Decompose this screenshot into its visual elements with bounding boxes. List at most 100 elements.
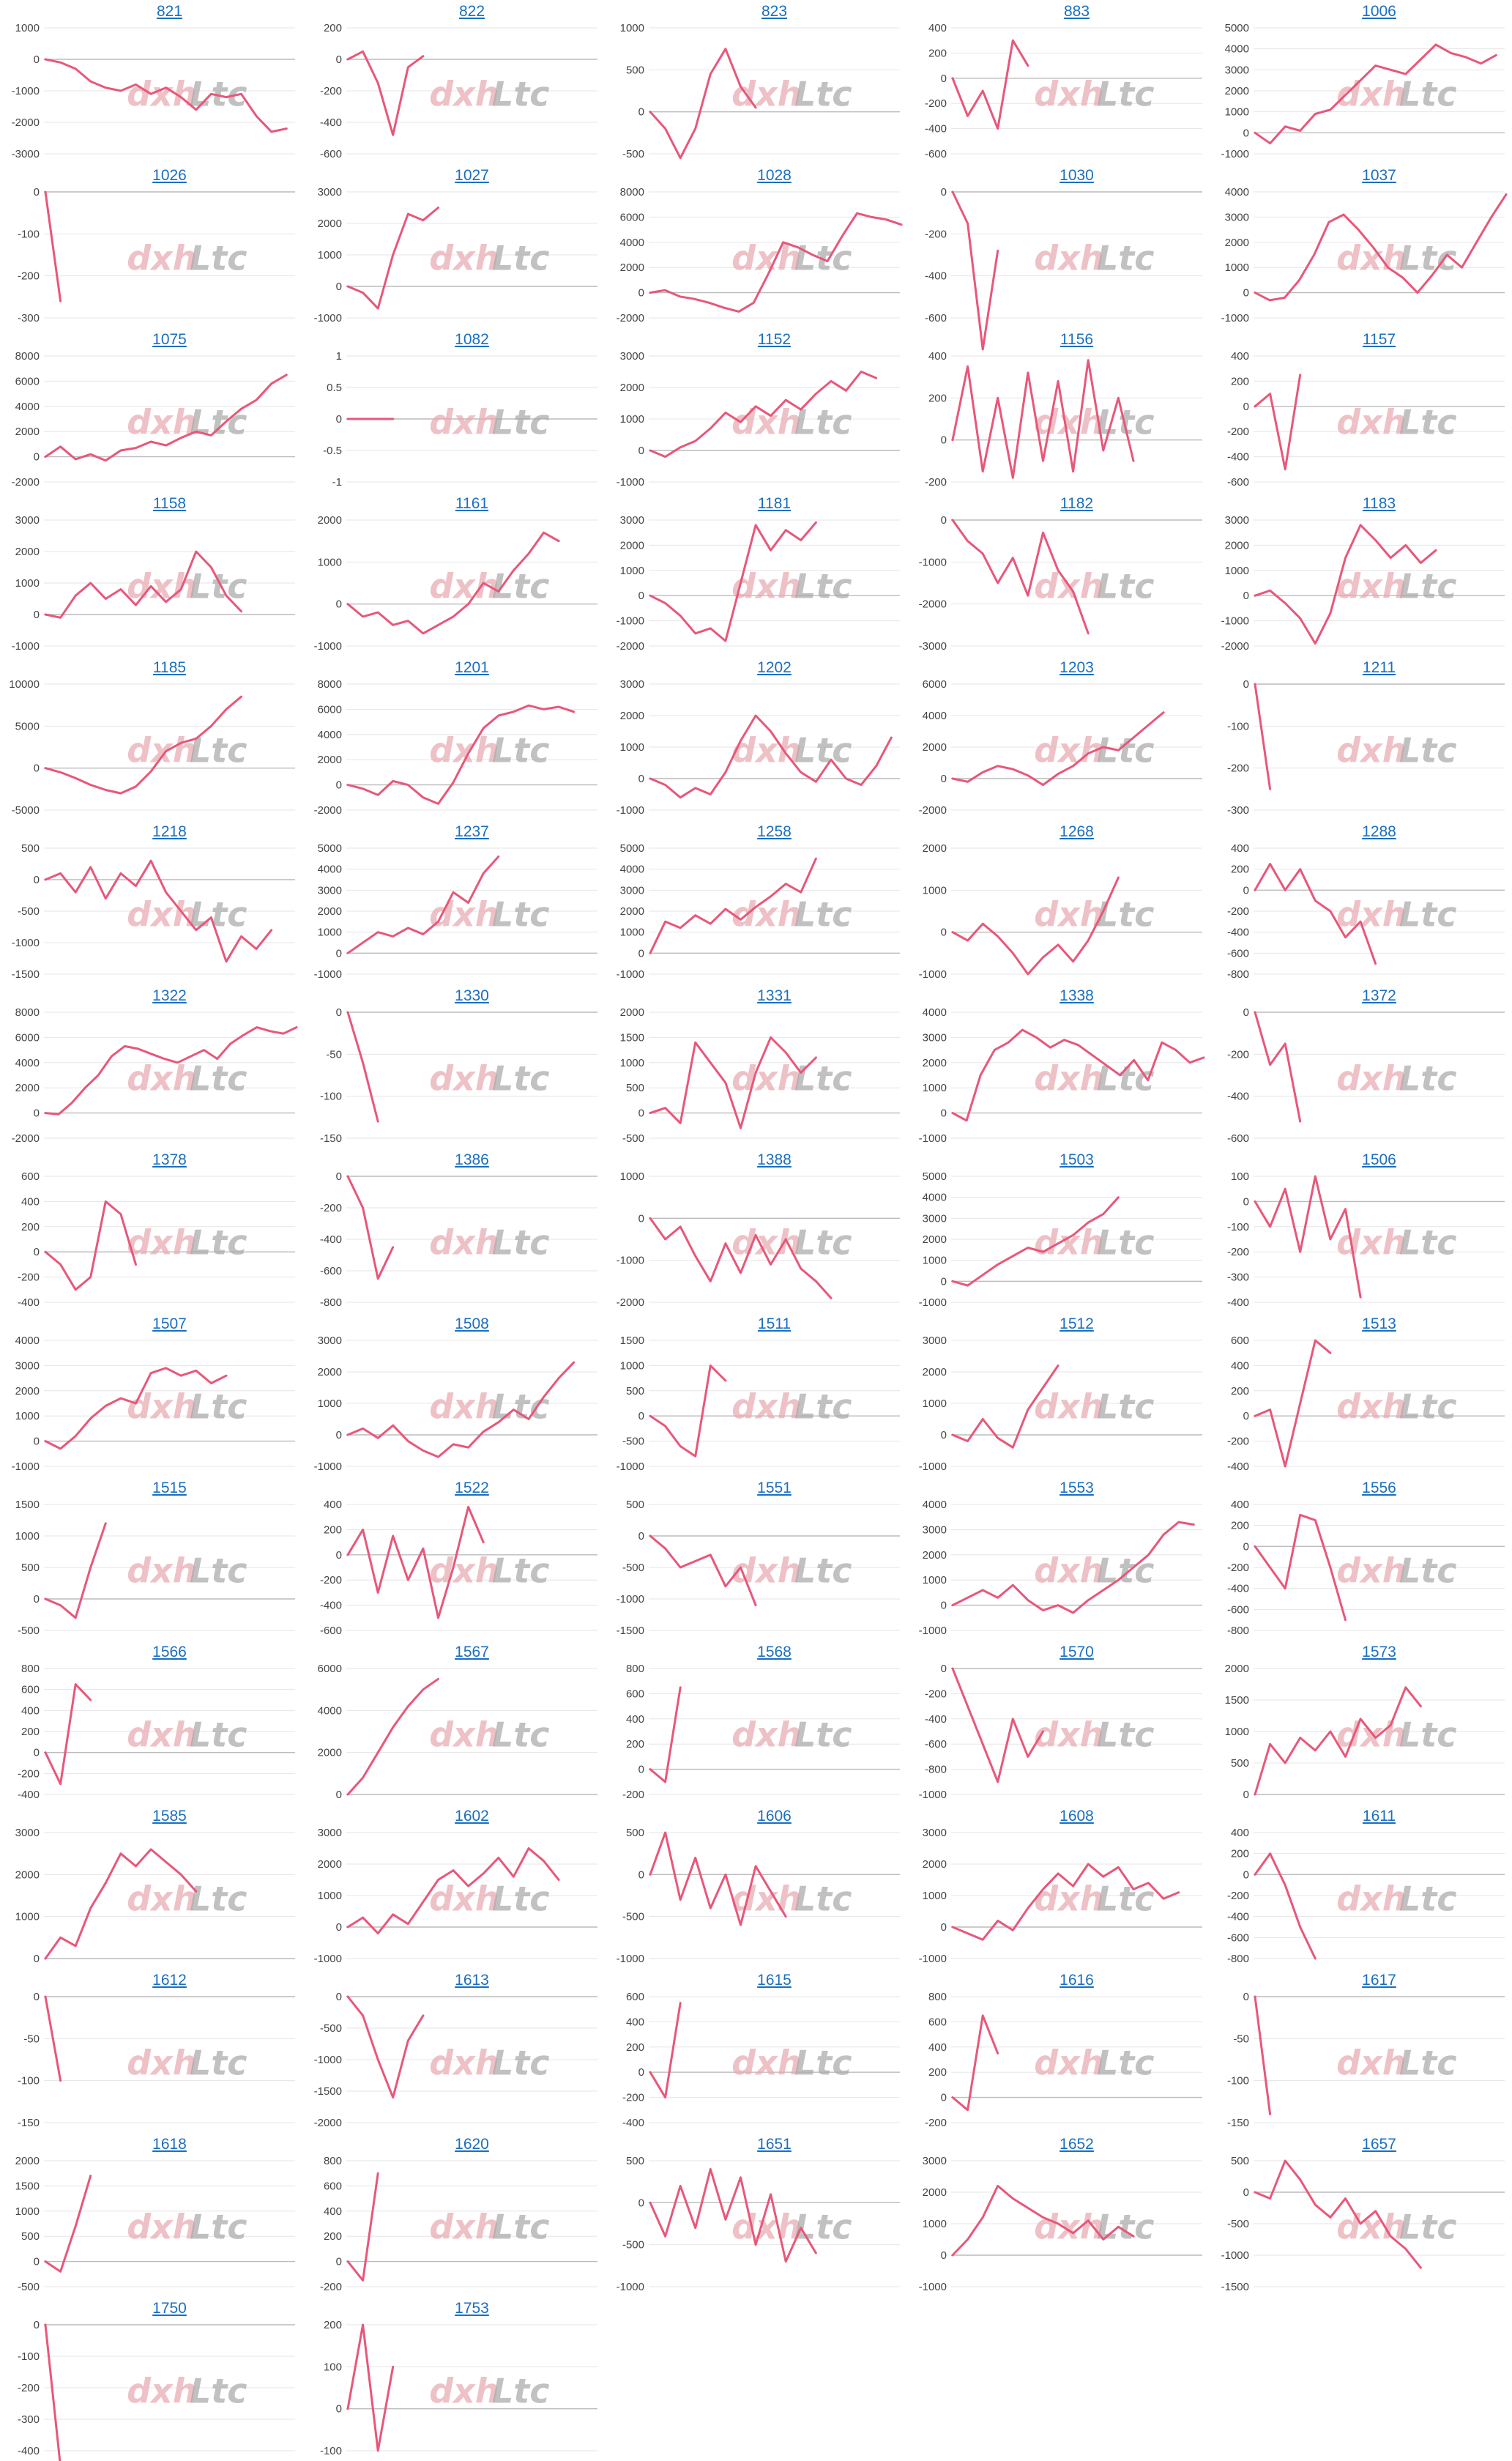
series-line	[44, 1848, 198, 1960]
y-tick-label: 100	[324, 2361, 342, 2373]
chart-title-link[interactable]: 1602	[455, 1808, 489, 1825]
chart-title-link[interactable]: 1203	[1059, 659, 1094, 676]
watermark-logo-part2: Ltc	[794, 731, 852, 771]
chart-cell: 3000 2000 1000 0 -1000 dxh Ltc 1608	[907, 1805, 1210, 1969]
y-tick-label: 2000	[318, 905, 342, 918]
chart-title-link[interactable]: 1567	[455, 1644, 489, 1660]
chart-title-link[interactable]: 1082	[455, 331, 489, 348]
chart-title-link[interactable]: 1651	[757, 2136, 792, 2153]
y-tick-label: 0	[941, 1429, 947, 1441]
chart-title-link[interactable]: 1556	[1362, 1480, 1396, 1496]
y-tick-label: 0	[1243, 678, 1249, 691]
chart-title-link[interactable]: 1181	[757, 495, 792, 512]
chart-title-link[interactable]: 1618	[152, 2136, 187, 2153]
chart-title-link[interactable]: 1615	[757, 1972, 792, 1989]
chart-title-link[interactable]: 1026	[152, 167, 187, 184]
chart-title-link[interactable]: 1322	[152, 987, 187, 1004]
chart-cell: 1000 0 -1000 -2000 -3000 dxh Ltc 821	[0, 0, 302, 164]
chart-title-link[interactable]: 1513	[1362, 1315, 1396, 1332]
chart-title-link[interactable]: 1185	[152, 659, 187, 676]
chart-title-link[interactable]: 1211	[1362, 659, 1396, 676]
chart-title-link[interactable]: 1617	[1362, 1972, 1396, 1989]
watermark-logo-part1: dxh	[429, 1059, 499, 1099]
series-line	[346, 1505, 485, 1619]
chart-title-link[interactable]: 1030	[1059, 167, 1094, 184]
chart-title-link[interactable]: 1182	[1059, 495, 1094, 512]
y-tick-label: -400	[320, 1233, 342, 1246]
chart-title-link[interactable]: 1553	[1059, 1480, 1094, 1496]
chart-title-link[interactable]: 1616	[1059, 1972, 1094, 1989]
chart-cell: 4000 3000 2000 1000 0 -1000 dxh Ltc 1037	[1210, 164, 1512, 328]
y-tick-label: 0	[941, 1107, 947, 1120]
chart-title-link[interactable]: 1608	[1059, 1808, 1094, 1825]
chart-title-link[interactable]: 1157	[1362, 331, 1396, 348]
series-line	[951, 39, 1029, 130]
chart-title-link[interactable]: 1620	[455, 2136, 489, 2153]
chart-title-link[interactable]: 1511	[757, 1315, 792, 1332]
chart-title-link[interactable]: 1075	[152, 331, 187, 348]
chart-title-link[interactable]: 1006	[1362, 3, 1396, 20]
chart-title-link[interactable]: 1566	[152, 1644, 187, 1660]
chart-title-link[interactable]: 1152	[757, 331, 792, 348]
chart-cell: 400 200 0 -200 dxh Ltc 1156	[907, 328, 1210, 492]
chart-title-link[interactable]: 1158	[152, 495, 187, 512]
chart-title-link[interactable]: 1612	[152, 1972, 187, 1989]
chart-title-link[interactable]: 1258	[757, 823, 792, 840]
chart-title-link[interactable]: 1753	[455, 2300, 489, 2317]
chart-title-link[interactable]: 1750	[152, 2300, 187, 2317]
chart-title-link[interactable]: 1330	[455, 987, 489, 1004]
chart-title-link[interactable]: 821	[156, 3, 183, 20]
chart-title-link[interactable]: 1512	[1059, 1315, 1094, 1332]
chart-title-link[interactable]: 1506	[1362, 1151, 1396, 1168]
chart-title-link[interactable]: 1037	[1362, 167, 1396, 184]
y-tick-label: -600	[925, 1738, 947, 1751]
chart-title-link[interactable]: 1338	[1059, 987, 1094, 1004]
series-line	[1254, 1686, 1422, 1796]
y-tick-label: -1000	[12, 85, 40, 97]
chart-title-link[interactable]: 1218	[152, 823, 187, 840]
chart-title-link[interactable]: 1161	[455, 495, 489, 512]
series-line	[1254, 1011, 1302, 1123]
chart-title-link[interactable]: 1507	[152, 1315, 187, 1332]
chart-title-link[interactable]: 1237	[455, 823, 489, 840]
chart-title-link[interactable]: 1570	[1059, 1644, 1094, 1660]
chart-title-link[interactable]: 1657	[1362, 2136, 1396, 2153]
chart-title-link[interactable]: 1551	[757, 1480, 792, 1496]
chart-title-link[interactable]: 1613	[455, 1972, 489, 1989]
chart-title-link[interactable]: 1568	[757, 1644, 792, 1660]
chart-title-link[interactable]: 1331	[757, 987, 792, 1004]
chart-title-link[interactable]: 1268	[1059, 823, 1094, 840]
chart-title-link[interactable]: 1611	[1362, 1808, 1396, 1825]
chart-title-link[interactable]: 1652	[1059, 2136, 1094, 2153]
chart-title-link[interactable]: 1372	[1362, 987, 1396, 1004]
chart-title-link[interactable]: 1156	[1059, 331, 1094, 348]
chart-title-link[interactable]: 1027	[455, 167, 489, 184]
chart-title-link[interactable]: 1202	[757, 659, 792, 676]
chart-title-link[interactable]: 1378	[152, 1151, 187, 1168]
y-tick-label: -400	[622, 2117, 644, 2129]
chart-title-link[interactable]: 1288	[1362, 823, 1396, 840]
watermark-logo-part1: dxh	[1336, 1551, 1406, 1591]
y-tick-label: 1000	[620, 565, 644, 577]
y-tick-label: 0	[1243, 1540, 1249, 1553]
chart-title-link[interactable]: 1515	[152, 1480, 187, 1496]
chart-title-link[interactable]: 823	[761, 3, 788, 20]
y-tick-label: -2000	[617, 1296, 644, 1309]
chart-title-link[interactable]: 1503	[1059, 1151, 1094, 1168]
chart-title-link[interactable]: 1388	[757, 1151, 792, 1168]
chart-title-link[interactable]: 1183	[1362, 495, 1396, 512]
chart-title-link[interactable]: 883	[1063, 3, 1090, 20]
chart-title-link[interactable]: 1508	[455, 1315, 489, 1332]
chart-title-link[interactable]: 1028	[757, 167, 792, 184]
chart-cell: 800 600 400 200 0 -200 dxh Ltc 1620	[302, 2133, 605, 2297]
chart-title-link[interactable]: 822	[458, 3, 485, 20]
chart-title-link[interactable]: 1585	[152, 1808, 187, 1825]
chart-title-link[interactable]: 1573	[1362, 1644, 1396, 1660]
y-tick-label: 0	[1243, 287, 1249, 300]
chart-title-link[interactable]: 1201	[455, 659, 489, 676]
chart-title-link[interactable]: 1606	[757, 1808, 792, 1825]
chart-title-link[interactable]: 1386	[455, 1151, 489, 1168]
chart-title-link[interactable]: 1522	[455, 1480, 489, 1496]
